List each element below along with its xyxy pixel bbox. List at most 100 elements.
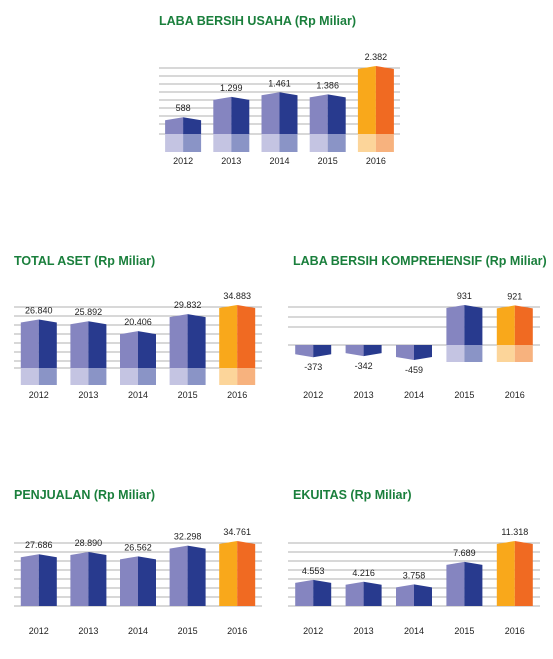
chart-title-laba-bersih-usaha: LABA BERSIH USAHA (Rp Miliar) [159,14,356,28]
bar-face-right [279,92,298,134]
bar-face-right [414,584,432,606]
bar-2014 [396,345,432,360]
bar-reflection-left [213,134,232,152]
bar-2012 [20,319,57,385]
bar-reflection-left [357,134,376,152]
bar-2013 [213,96,250,152]
year-label: 2012 [173,156,193,166]
value-label: 7.689 [453,548,476,558]
chart-title-penjualan: PENJUALAN (Rp Miliar) [14,488,155,502]
value-label: 1.386 [316,80,339,90]
bar-reflection-right [514,345,533,362]
bar-reflection-right [183,134,202,152]
bar-face-left [20,554,39,606]
year-label: 2012 [29,626,49,636]
value-label: 26.562 [124,542,152,552]
bar-reflection-left [169,368,188,385]
bar-reflection-left [261,134,280,152]
bar-reflection-right [279,134,298,152]
bar-2012 [295,579,332,606]
bar-face-right [464,561,483,606]
bar-face-left [496,541,515,606]
year-label: 2012 [29,390,49,400]
bar-face-right [38,319,57,368]
value-label: 29.832 [174,300,202,310]
year-label: 2013 [354,626,374,636]
year-label: 2016 [505,390,525,400]
value-label: 931 [457,291,472,301]
bar-reflection-right [231,134,250,152]
bar-face-left [396,584,414,606]
bar-face-right [187,545,206,606]
bar-face-right [231,96,250,134]
value-label: -342 [355,361,373,371]
value-label: 4.216 [352,568,375,578]
bar-reflection-right [187,368,206,385]
year-label: 2014 [404,626,424,636]
bar-face-left [219,305,238,368]
bar-2014 [261,92,298,152]
bar-reflection-right [237,368,256,385]
year-label: 2016 [227,390,247,400]
chart-title-ekuitas: EKUITAS (Rp Miliar) [293,488,412,502]
bar-reflection-left [219,368,238,385]
bar-reflection-left [120,368,138,385]
value-label: -373 [304,362,322,372]
bar-face-right [183,117,202,134]
bar-face-right [237,305,256,368]
bar-face-right [414,345,432,360]
bar-face-left [496,305,515,345]
bar-reflection-right [88,368,107,385]
bar-reflection-right [464,345,483,362]
value-label: -459 [405,365,423,375]
bar-2016 [357,66,394,152]
bar-face-right [464,305,483,345]
year-label: 2013 [78,626,98,636]
year-label: 2015 [178,626,198,636]
year-label: 2013 [354,390,374,400]
bar-face-right [88,551,107,606]
bar-reflection-right [375,134,394,152]
bar-2015 [169,545,206,606]
bar-face-left [345,581,364,606]
value-label: 1.461 [268,78,291,88]
chart-ekuitas: 4.553 2012 4.216 2013 3.758 2014 7.689 2015 11.3… [288,527,540,636]
bar-face-left [169,314,188,368]
bar-face-left [309,94,328,134]
bar-face-right [514,541,533,606]
bar-2013 [70,551,107,606]
year-label: 2013 [78,390,98,400]
bar-face-right [514,305,533,345]
value-label: 1.299 [220,83,243,93]
bar-face-left [357,66,376,134]
bar-reflection-left [309,134,328,152]
bar-face-left [345,345,364,357]
value-label: 4.553 [302,566,325,576]
bar-2014 [120,331,156,385]
value-label: 921 [507,291,522,301]
year-label: 2016 [227,626,247,636]
value-label: 27.686 [25,540,53,550]
bar-face-left [219,541,238,606]
year-label: 2016 [366,156,386,166]
bar-2016 [219,541,256,606]
bar-2012 [295,345,332,358]
bar-reflection-left [165,134,184,152]
chart-laba-bersih-usaha: 588 2012 1.299 2013 1.461 2014 1.386 2015 2.382 2… [159,52,400,166]
bar-reflection-left [496,345,515,362]
bar-2015 [446,305,483,362]
year-label: 2015 [454,390,474,400]
bar-face-left [169,545,188,606]
bar-2015 [169,314,206,385]
bar-face-right [237,541,256,606]
bar-face-right [187,314,206,368]
value-label: 26.840 [25,306,53,316]
bar-reflection-left [20,368,39,385]
bar-face-left [396,345,414,360]
value-label: 11.318 [501,527,528,537]
bar-2014 [396,584,432,606]
year-label: 2014 [128,626,148,636]
year-label: 2016 [505,626,525,636]
bar-2012 [20,554,57,606]
